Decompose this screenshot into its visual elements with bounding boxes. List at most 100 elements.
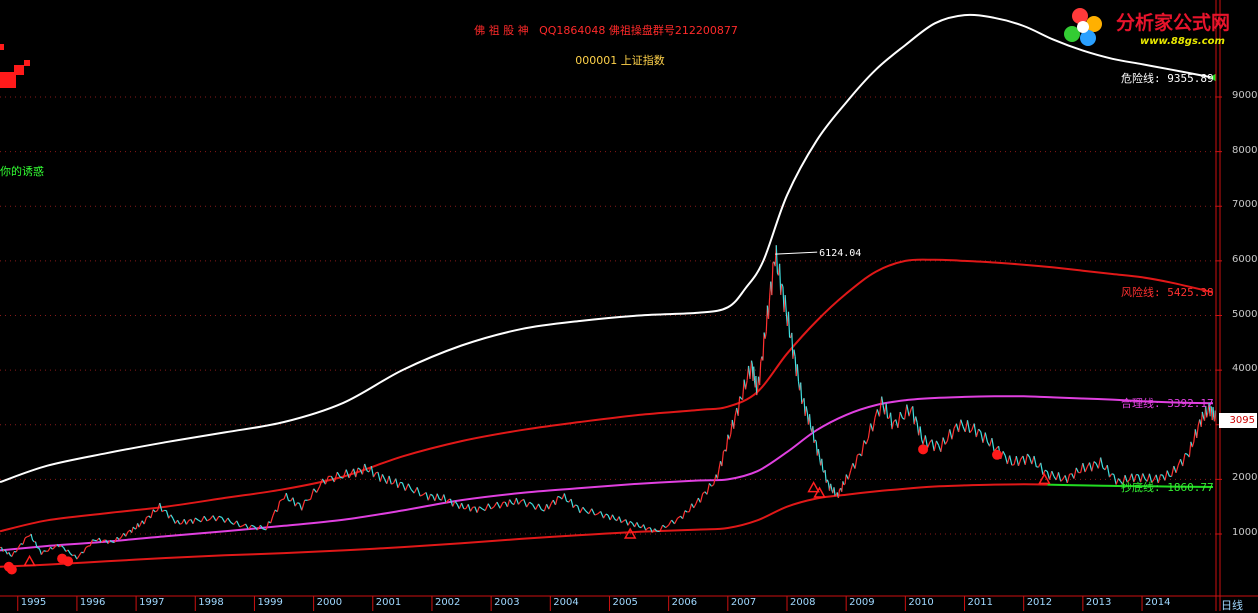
price-segment xyxy=(1025,454,1027,465)
chart-subtitle: 000001 上证指数 xyxy=(0,52,1240,68)
price-segment xyxy=(1094,462,1096,464)
price-segment xyxy=(886,403,887,418)
price-segment xyxy=(500,502,503,508)
x-tick-label: 1998 xyxy=(198,597,223,608)
line-label: 风险线: 5425.38 xyxy=(1121,284,1213,300)
price-segment xyxy=(144,517,146,524)
price-segment xyxy=(12,552,14,557)
price-segment xyxy=(1109,474,1111,477)
price-segment xyxy=(1083,463,1085,472)
x-tick-label: 2012 xyxy=(1027,597,1052,608)
price-segment xyxy=(396,479,398,488)
price-segment xyxy=(382,474,384,479)
x-tick-label: 2001 xyxy=(376,597,401,608)
grid-lines xyxy=(0,97,1216,534)
y-tick-label: 8000 xyxy=(1232,145,1257,156)
price-segment xyxy=(943,438,945,445)
x-tick-label: 2004 xyxy=(553,597,578,608)
x-tick-label: 1996 xyxy=(80,597,105,608)
price-segment xyxy=(411,490,414,494)
price-segment xyxy=(119,537,121,539)
price-segment xyxy=(772,262,773,295)
price-segment xyxy=(810,414,811,428)
price-segment xyxy=(760,362,761,385)
price-segment xyxy=(222,517,225,522)
price-segment xyxy=(1016,456,1018,466)
x-tick-label: 2014 xyxy=(1145,597,1170,608)
series-line-risk xyxy=(0,260,1213,532)
y-tick-label: 7000 xyxy=(1232,199,1257,210)
price-segment xyxy=(564,493,566,501)
price-segment xyxy=(610,515,612,520)
price-segment xyxy=(606,514,608,515)
price-segment xyxy=(210,516,213,520)
price-segment xyxy=(985,432,987,442)
y-tick-label: 1000 xyxy=(1232,527,1257,538)
price-segment xyxy=(898,412,900,428)
price-segment xyxy=(414,487,417,493)
price-segment xyxy=(485,504,488,511)
price-segment xyxy=(391,483,393,484)
x-tick-label: 2009 xyxy=(849,597,874,608)
price-segment xyxy=(558,496,560,497)
price-segment xyxy=(855,455,857,468)
price-segment xyxy=(514,498,516,505)
price-segment xyxy=(31,534,32,540)
x-tick-label: 2002 xyxy=(435,597,460,608)
price-segment xyxy=(311,489,314,500)
price-segment xyxy=(193,518,195,524)
price-segment xyxy=(700,494,702,503)
price-segment xyxy=(146,516,148,517)
price-segment xyxy=(286,493,288,501)
price-segment xyxy=(1189,442,1190,457)
price-segment xyxy=(549,504,551,509)
price-segment xyxy=(694,504,696,508)
price-segment xyxy=(1098,458,1100,469)
price-segment xyxy=(945,441,947,445)
price-segment xyxy=(750,361,751,379)
price-segment xyxy=(604,514,606,518)
price-segment xyxy=(1074,468,1076,479)
price-segment xyxy=(1034,456,1036,467)
price-segment xyxy=(992,438,994,451)
price-segment xyxy=(689,504,691,512)
price-segment xyxy=(769,298,770,319)
price-segment xyxy=(1041,463,1043,475)
price-segment xyxy=(756,376,757,395)
price-segment xyxy=(216,516,219,521)
x-tick-label: 1999 xyxy=(257,597,282,608)
price-segment xyxy=(374,473,376,477)
price-segment xyxy=(126,532,128,537)
price-segment xyxy=(533,504,536,509)
y-tick-label: 4000 xyxy=(1232,363,1257,374)
price-segment xyxy=(378,472,380,481)
price-segment xyxy=(77,556,79,559)
signal-triangle xyxy=(815,488,825,497)
price-segment xyxy=(976,429,978,437)
price-segment xyxy=(707,483,709,494)
price-segment xyxy=(712,485,714,487)
price-segment xyxy=(948,429,950,440)
price-segment xyxy=(271,516,273,523)
buy-signal-dot xyxy=(7,565,17,575)
price-segment xyxy=(180,523,182,524)
price-segment xyxy=(765,332,766,339)
line-label: 危险线: 9355.89 xyxy=(1121,70,1213,86)
price-segment xyxy=(967,420,969,432)
logo-text: 分析家公式网 xyxy=(1116,8,1230,35)
price-segment xyxy=(18,544,20,548)
price-segment xyxy=(1167,471,1169,477)
price-segment xyxy=(961,420,963,427)
price-segment xyxy=(1061,479,1063,481)
price-segment xyxy=(573,505,575,508)
price-segment xyxy=(928,442,930,448)
signal-markers xyxy=(4,74,1216,575)
price-segment xyxy=(892,422,893,429)
price-segment xyxy=(794,350,795,357)
price-segment xyxy=(201,516,204,522)
price-segment xyxy=(430,494,432,495)
price-segment xyxy=(1116,479,1118,485)
price-segment xyxy=(530,502,533,504)
price-segment xyxy=(1174,466,1176,473)
price-segment xyxy=(426,492,428,500)
